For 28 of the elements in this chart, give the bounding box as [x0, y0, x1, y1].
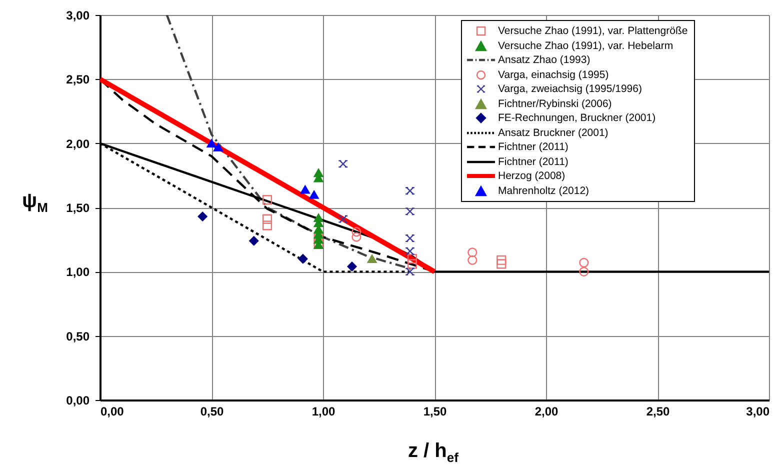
legend-label: Ansatz Zhao (1993) [498, 54, 590, 66]
x-axis-title: z / h$_{ef}$ [408, 440, 458, 465]
legend-label: Mahrenholtz (2012) [498, 184, 590, 197]
x-tick-label: 0,00 [100, 404, 124, 418]
legend-label: Versuche Zhao (1991), var. Plattengröße [498, 25, 688, 38]
x-tick-label: 2,00 [534, 404, 558, 418]
legend-label: Varga, einachsig (1995) [498, 68, 609, 81]
x-tick-label: 2,50 [646, 404, 670, 418]
x-tick-label: 1,00 [312, 404, 336, 418]
legend-label: Versuche Zhao (1991), var. Hebelarm [498, 40, 674, 52]
legend-label: FE-Rechnungen, Bruckner (2001) [498, 112, 656, 124]
x-tick-label: 0,50 [200, 404, 224, 418]
y-tick-label: 0,00 [66, 394, 90, 408]
legend-label: Fichtner/Rybinski (2006) [498, 98, 612, 110]
y-tick-label: 1,50 [66, 201, 90, 215]
legend-label: Ansatz Bruckner (2001) [498, 126, 608, 139]
x-tick-label: 1,50 [423, 404, 447, 418]
legend-label: Fichtner (2011) [498, 141, 568, 154]
y-tick-label: 1,00 [66, 265, 90, 280]
legend-label: Fichtner (2011) [498, 156, 568, 168]
legend-label: Herzog (2008) [498, 170, 566, 182]
legend-label: Varga, zweiachsig (1995/1996) [498, 83, 642, 96]
y-axis-title: ψ$_{M}$ [22, 190, 48, 215]
y-tick-label: 2,00 [66, 136, 90, 151]
y-tick-label: 3,00 [66, 8, 90, 22]
y-tick-label: 2,50 [66, 72, 90, 87]
x-tick-label: 3,00 [746, 404, 770, 418]
y-tick-label: 0,50 [66, 329, 90, 344]
